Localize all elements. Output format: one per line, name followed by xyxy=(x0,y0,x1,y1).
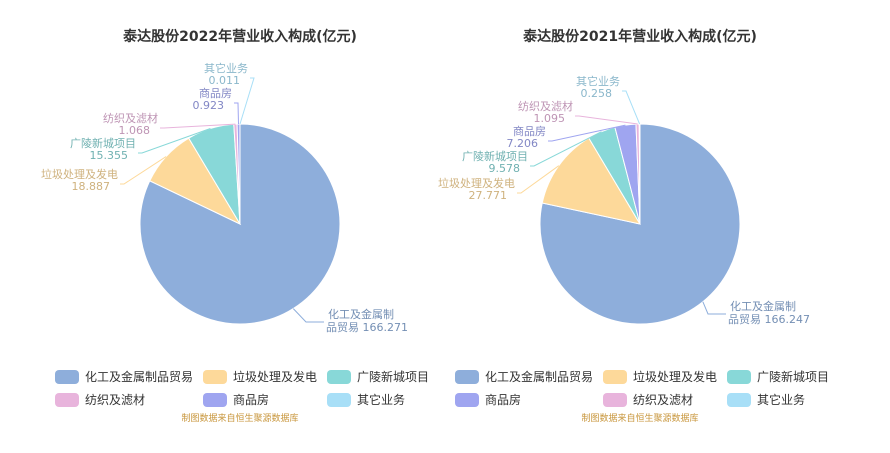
legend-label: 其它业务 xyxy=(357,392,405,407)
legend-label: 商品房 xyxy=(485,392,521,407)
legend-swatch xyxy=(203,370,227,384)
legend-label: 化工及金属制品贸易 xyxy=(485,369,593,384)
slice-value-label: 15.355 xyxy=(90,149,129,162)
slice-name-label: 广陵新城项目 xyxy=(70,136,136,150)
slice-value-label: 0.923 xyxy=(193,99,225,112)
slice-name-label: 其它业务 xyxy=(204,61,248,75)
slice-name-label: 化工及金属制 xyxy=(730,299,796,313)
legend-item[interactable]: 广陵新城项目 xyxy=(727,369,829,384)
legend-label: 垃圾处理及发电 xyxy=(633,369,717,384)
slice-value-label: 0.258 xyxy=(581,87,613,100)
legend-item[interactable]: 垃圾处理及发电 xyxy=(603,369,717,384)
legend-swatch xyxy=(327,370,351,384)
legend-item[interactable]: 纺织及滤材 xyxy=(603,393,693,407)
legend-item[interactable]: 商品房 xyxy=(455,392,521,407)
slice-value-label: 1.068 xyxy=(119,124,151,137)
slice-value-label: 7.206 xyxy=(507,137,539,150)
slice-name-label: 纺织及滤材 xyxy=(103,111,158,125)
slice-name-label: 垃圾处理及发电 xyxy=(438,176,515,190)
legend-swatch xyxy=(455,370,479,384)
label-leader-line xyxy=(160,123,236,129)
chart-2022-source-note: 制图数据来自恒生聚源数据库 xyxy=(181,412,298,424)
chart-2021-slices xyxy=(539,123,741,325)
legend-swatch xyxy=(455,393,479,407)
label-leader-line xyxy=(292,308,324,323)
label-leader-line xyxy=(120,156,167,185)
legend-swatch xyxy=(603,370,627,384)
slice-name-label: 纺织及滤材 xyxy=(518,99,573,113)
slice-name-label: 商品房 xyxy=(513,124,546,138)
label-leader-line xyxy=(575,115,638,125)
legend-swatch xyxy=(727,393,751,407)
chart-2022-slices xyxy=(139,123,341,325)
slice-value-label: 0.011 xyxy=(209,74,241,87)
legend-item[interactable]: 其它业务 xyxy=(327,392,405,407)
slice-name-label: 垃圾处理及发电 xyxy=(41,167,118,181)
label-leader-line xyxy=(530,131,602,167)
label-leader-line xyxy=(239,77,255,125)
chart-2022-title: 泰达股份2022年营业收入构成(亿元) xyxy=(122,28,357,45)
legend-swatch xyxy=(603,393,627,407)
legend-label: 商品房 xyxy=(233,392,269,407)
legend-label: 广陵新城项目 xyxy=(757,369,829,384)
legend-item[interactable]: 化工及金属制品贸易 xyxy=(55,369,193,384)
label-leader-line xyxy=(517,165,560,194)
chart-2022: 泰达股份2022年营业收入构成(亿元) 化工及金属制品贸易 166.271 垃圾处… xyxy=(41,28,429,424)
slice-value-label: 27.771 xyxy=(469,189,508,202)
legend-item[interactable]: 其它业务 xyxy=(727,392,805,407)
chart-2021-source-note: 制图数据来自恒生聚源数据库 xyxy=(581,412,698,424)
slice-value-label: 1.095 xyxy=(534,112,566,125)
slice-name-label: 化工及金属制 xyxy=(328,307,394,321)
legend-label: 垃圾处理及发电 xyxy=(233,369,317,384)
legend-swatch xyxy=(203,393,227,407)
legend-swatch xyxy=(55,393,79,407)
legend-label: 纺织及滤材 xyxy=(85,393,145,407)
chart-2021-title: 泰达股份2021年营业收入构成(亿元) xyxy=(522,28,757,45)
slice-name-label: 其它业务 xyxy=(576,74,620,88)
slice-value-label: 9.578 xyxy=(489,162,521,175)
legend-label: 广陵新城项目 xyxy=(357,369,429,384)
label-leader-line xyxy=(702,301,726,315)
label-leader-line xyxy=(138,128,211,154)
slice-value-label: 品贸易 166.247 xyxy=(728,313,810,326)
legend-item[interactable]: 纺织及滤材 xyxy=(55,393,145,407)
legend-item[interactable]: 垃圾处理及发电 xyxy=(203,369,317,384)
slice-name-label: 广陵新城项目 xyxy=(462,149,528,163)
legend-swatch xyxy=(327,393,351,407)
slice-name-label: 商品房 xyxy=(199,86,232,100)
legend-swatch xyxy=(727,370,751,384)
label-leader-line xyxy=(548,124,626,142)
legend-item[interactable]: 化工及金属制品贸易 xyxy=(455,369,593,384)
legend-label: 其它业务 xyxy=(757,392,805,407)
legend-item[interactable]: 广陵新城项目 xyxy=(327,369,429,384)
slice-value-label: 品贸易 166.271 xyxy=(326,321,408,334)
legend-swatch xyxy=(55,370,79,384)
chart-2021: 泰达股份2021年营业收入构成(亿元) 化工及金属制品贸易 166.247 垃圾处… xyxy=(438,28,829,424)
legend-label: 化工及金属制品贸易 xyxy=(85,369,193,384)
legend-item[interactable]: 商品房 xyxy=(203,392,269,407)
label-leader-line xyxy=(622,90,641,125)
label-leader-line xyxy=(234,102,239,125)
slice-value-label: 18.887 xyxy=(72,180,111,193)
legend-label: 纺织及滤材 xyxy=(633,393,693,407)
